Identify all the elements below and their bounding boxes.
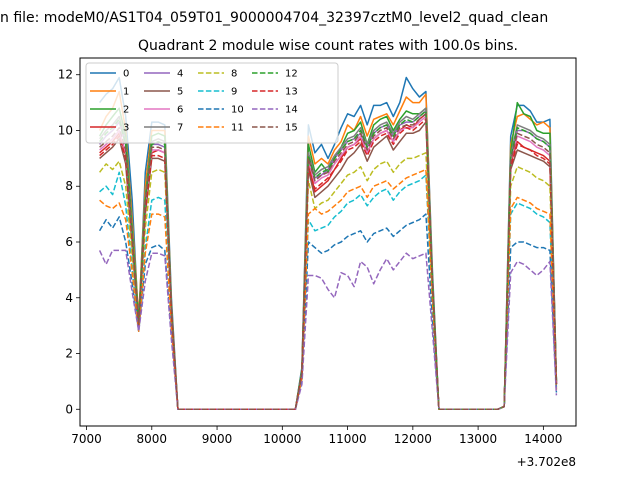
legend-label-7: 7 <box>177 123 183 134</box>
y-tick-label: 6 <box>65 235 73 249</box>
x-tick-label: 10000 <box>263 432 301 446</box>
legend-label-4: 4 <box>177 69 183 80</box>
series-layer <box>98 76 558 411</box>
x-axis-offset-text: +3.702e8 <box>517 455 576 469</box>
series-line-15 <box>99 113 558 411</box>
legend-label-15: 15 <box>285 123 298 134</box>
legend-label-12: 12 <box>285 69 298 80</box>
legend-label-2: 2 <box>123 105 129 116</box>
x-axis: 7000 8000 9000 10000 11000 12000 13000 14000 <box>71 426 562 446</box>
legend-label-3: 3 <box>123 123 129 134</box>
x-tick-label: 12000 <box>394 432 432 446</box>
x-tick-label: 9000 <box>202 432 233 446</box>
legend-label-6: 6 <box>177 105 183 116</box>
legend-label-9: 9 <box>231 87 237 98</box>
legend-label-0: 0 <box>123 69 129 80</box>
legend-label-8: 8 <box>231 69 237 80</box>
y-axis: 0 2 4 6 8 10 12 <box>58 68 80 416</box>
legend-label-10: 10 <box>231 105 244 116</box>
y-tick-label: 10 <box>58 123 73 137</box>
legend-label-5: 5 <box>177 87 183 98</box>
legend-box <box>85 62 339 144</box>
y-tick-label: 12 <box>58 68 73 82</box>
y-tick-label: 4 <box>65 291 73 305</box>
x-tick-label: 14000 <box>524 432 562 446</box>
x-tick-label: 8000 <box>137 432 168 446</box>
x-tick-label: 11000 <box>328 432 366 446</box>
legend-label-14: 14 <box>285 105 298 116</box>
y-tick-label: 0 <box>65 402 73 416</box>
chart-title: Quadrant 2 module wise count rates with … <box>138 38 518 54</box>
x-tick-label: 7000 <box>71 432 102 446</box>
figure-suptitle: n file: modeM0/AS1T04_059T01_9000004704_… <box>0 10 548 26</box>
y-tick-label: 8 <box>65 179 73 193</box>
legend-label-13: 13 <box>285 87 298 98</box>
x-tick-label: 13000 <box>459 432 497 446</box>
legend-label-1: 1 <box>123 87 129 98</box>
y-tick-label: 2 <box>65 347 73 361</box>
legend-label-11: 11 <box>231 123 244 134</box>
